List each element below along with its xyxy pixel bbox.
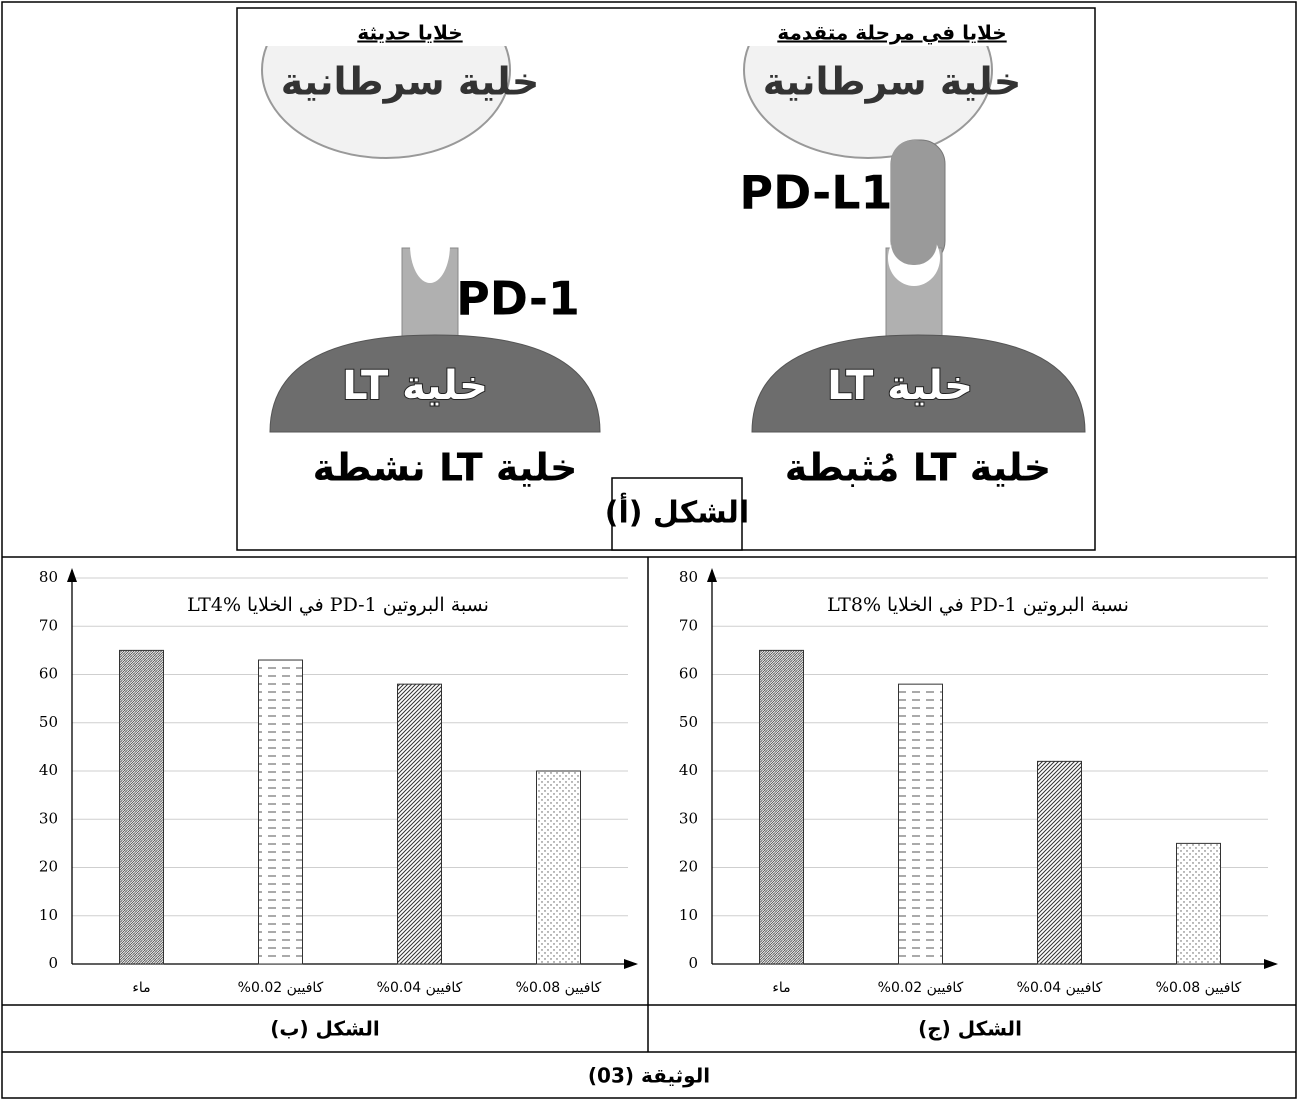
header: خلايا في مرحلة متقدمة (777, 21, 1006, 46)
y-tick-label: 40 (679, 761, 698, 779)
figure-label: الشكل (أ) (605, 493, 749, 531)
y-tick-label: 20 (679, 858, 698, 876)
axis-arrow (1264, 959, 1278, 969)
cell-caption: خلية LT مُثبطة (785, 446, 1051, 490)
axis-arrow (707, 568, 717, 582)
x-tick-label: ماء (772, 980, 790, 996)
chart-title: نسبة البروتين PD-1 في الخلايا LT8% (827, 594, 1129, 616)
protein-label: PD-L1 (739, 166, 892, 220)
cell-label: خلية LT (827, 363, 973, 409)
y-tick-label: 30 (39, 809, 58, 827)
bar (759, 649, 804, 965)
y-tick-label: 70 (679, 616, 698, 634)
y-tick-label: 20 (39, 858, 58, 876)
y-tick-label: 80 (679, 568, 698, 586)
axis-arrow (67, 568, 77, 582)
x-tick-label: كافيين 0.08% (1156, 980, 1242, 996)
bar (1176, 842, 1221, 965)
protein-label: PD-1 (456, 272, 580, 326)
y-tick-label: 50 (39, 713, 58, 731)
y-tick-label: 50 (679, 713, 698, 731)
caption: الشكل (ج) (918, 1017, 1022, 1041)
y-tick-label: 60 (679, 665, 698, 683)
diagram: خلايا حديثة خلايا في مرحلة متقدمة خلية س… (261, 21, 1086, 1088)
y-tick-label: 70 (39, 616, 58, 634)
bar (1037, 760, 1082, 965)
y-tick-label: 10 (39, 906, 58, 924)
y-tick-label: 30 (679, 809, 698, 827)
y-tick-label: 10 (679, 906, 698, 924)
y-tick-label: 80 (39, 568, 58, 586)
bar (397, 683, 442, 965)
cell-label: خلية سرطانية (763, 60, 1022, 104)
x-tick-label: ماء (132, 980, 150, 996)
x-tick-label: كافيين 0.04% (377, 980, 463, 996)
chart-title: نسبة البروتين PD-1 في الخلايا LT4% (187, 594, 489, 616)
bar (119, 649, 164, 965)
x-tick-label: كافيين 0.04% (1017, 980, 1103, 996)
y-tick-label: 0 (48, 954, 58, 972)
cell-label: خلية LT (342, 363, 488, 409)
caption: الشكل (ب) (270, 1017, 380, 1041)
cell-caption: خلية LT نشطة (313, 446, 578, 490)
bar (898, 683, 943, 965)
cell-label: خلية سرطانية (281, 60, 540, 104)
footer: الوثيقة (03) (588, 1064, 710, 1088)
header: خلايا حديثة (357, 21, 462, 45)
axis-arrow (624, 959, 638, 969)
x-tick-label: كافيين 0.02% (878, 980, 964, 996)
x-tick-label: كافيين 0.02% (238, 980, 324, 996)
y-tick-label: 0 (688, 954, 698, 972)
x-tick-label: كافيين 0.08% (516, 980, 602, 996)
y-tick-label: 60 (39, 665, 58, 683)
bar (258, 659, 303, 965)
bar (536, 770, 581, 965)
y-tick-label: 40 (39, 761, 58, 779)
